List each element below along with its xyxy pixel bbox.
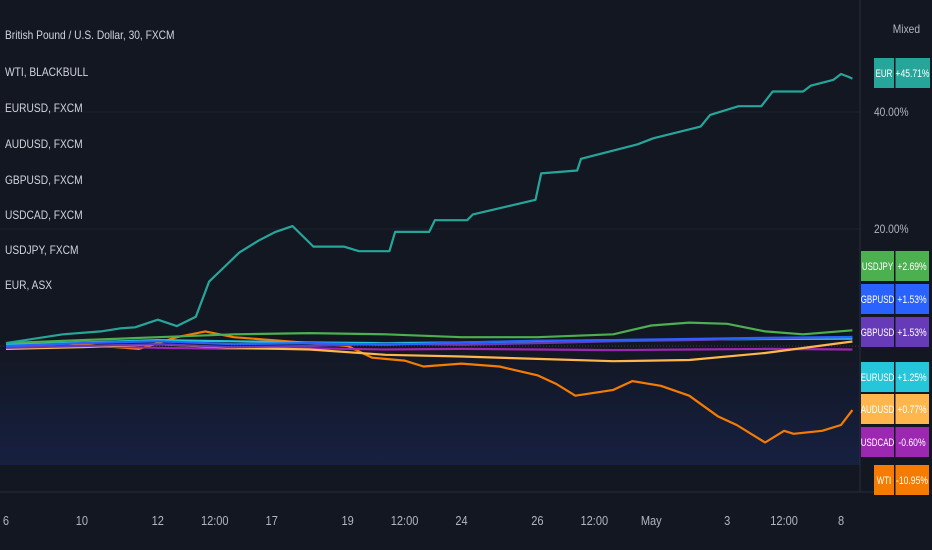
badge-value-label: +1.53% bbox=[897, 327, 927, 339]
x-tick-label-13: 8 bbox=[838, 513, 844, 528]
badge-tag-bg bbox=[861, 427, 894, 457]
x-tick-label-5: 19 bbox=[341, 513, 354, 528]
badge-value-bg bbox=[895, 58, 930, 88]
badge-value-bg bbox=[895, 394, 929, 424]
badge-audusd-5: AUDUSD +0.77% bbox=[861, 394, 929, 424]
badge-usdcad-6: USDCAD -0.60% bbox=[861, 427, 929, 457]
x-tick-label-4: 17 bbox=[266, 513, 279, 528]
x-tick-label-12: 12:00 bbox=[770, 513, 798, 528]
badge-eurusd-4: EURUSD +1.25% bbox=[861, 362, 929, 392]
badge-value-label: -0.60% bbox=[898, 437, 925, 449]
badge-usdjpy-1: USDJPY +2.69% bbox=[861, 251, 929, 281]
badge-value-label: +1.25% bbox=[897, 372, 927, 384]
badge-value-label: -10.95% bbox=[896, 475, 928, 487]
last-value-badges: EUR +45.71%USDJPY +2.69%GBPUSD +1.53%GBPUSD… bbox=[861, 58, 930, 495]
badge-gbpusd-2: GBPUSD +1.53% bbox=[861, 284, 929, 314]
badge-tag-label: EUR bbox=[876, 68, 893, 81]
badge-value-label: +1.53% bbox=[897, 294, 927, 306]
badge-tag-bg bbox=[861, 284, 894, 314]
badge-tag-bg bbox=[874, 465, 894, 495]
x-tick-label-1: 10 bbox=[76, 513, 89, 528]
y-tick-label-0: 40.00% bbox=[874, 106, 909, 119]
badge-tag-bg bbox=[861, 394, 894, 424]
series-line-gbpusd-2 bbox=[5, 335, 853, 348]
legend-entry-eurusd[interactable]: EURUSD, FXCM bbox=[5, 101, 83, 115]
badge-tag-label: GBPUSD bbox=[861, 327, 894, 340]
x-tick-label-6: 12:00 bbox=[391, 513, 419, 528]
badge-value-label: +45.71% bbox=[895, 68, 929, 80]
badge-value-bg bbox=[895, 362, 929, 392]
series-line-usdcad-6 bbox=[5, 344, 853, 352]
x-axis-ticks: 6 10 12 12:00 17 19 12:00 24 26 12:00 May 3 12:00 8 bbox=[3, 513, 844, 528]
badge-wti-7: WTI -10.95% bbox=[874, 465, 929, 495]
legend-entry-usdcad[interactable]: USDCAD, FXCM bbox=[5, 208, 83, 222]
badge-tag-label: GBPUSD bbox=[861, 294, 894, 307]
legend-entry-main[interactable]: British Pound / U.S. Dollar, 30, FXCM bbox=[5, 28, 175, 42]
x-tick-label-3: 12:00 bbox=[201, 513, 229, 528]
lower-pane-shade bbox=[0, 345, 860, 465]
legend-entry-usdjpy[interactable]: USDJPY, FXCM bbox=[5, 243, 79, 257]
legend-entry-wti[interactable]: WTI, BLACKBULL bbox=[5, 65, 89, 79]
y-tick-label-1: 20.00% bbox=[874, 223, 909, 236]
series-line-usdjpy-1 bbox=[5, 321, 853, 345]
x-tick-label-9: 12:00 bbox=[581, 513, 609, 528]
x-tick-label-0: 6 bbox=[3, 513, 9, 528]
series-line-eur-0 bbox=[5, 72, 853, 345]
badge-value-label: +0.77% bbox=[897, 404, 927, 416]
badge-tag-bg bbox=[861, 251, 894, 281]
badge-value-bg bbox=[895, 427, 929, 457]
badge-tag-label: AUDUSD bbox=[861, 404, 894, 417]
x-tick-label-8: 26 bbox=[531, 513, 544, 528]
badge-value-bg bbox=[895, 465, 929, 495]
badge-tag-bg bbox=[861, 317, 894, 347]
badge-gbpusd-3: GBPUSD +1.53% bbox=[861, 317, 929, 347]
badge-value-bg bbox=[895, 317, 929, 347]
badge-tag-label: USDCAD bbox=[861, 437, 894, 450]
legend-entry-audusd[interactable]: AUDUSD, FXCM bbox=[5, 137, 83, 151]
legend-entry-eur[interactable]: EUR, ASX bbox=[5, 278, 53, 292]
series-lines bbox=[5, 72, 854, 444]
series-line-wti-7 bbox=[5, 330, 854, 444]
scale-mode-label[interactable]: Mixed bbox=[892, 22, 920, 36]
badge-value-bg bbox=[895, 284, 929, 314]
badge-tag-label: USDJPY bbox=[862, 261, 894, 274]
x-tick-label-7: 24 bbox=[455, 513, 468, 528]
badge-tag-label: EURUSD bbox=[861, 372, 894, 385]
legend-entry-gbpusd[interactable]: GBPUSD, FXCM bbox=[5, 173, 83, 187]
badge-tag-bg bbox=[861, 362, 894, 392]
badge-value-label: +2.69% bbox=[897, 261, 927, 273]
x-tick-label-2: 12 bbox=[152, 513, 165, 528]
badge-tag-label: WTI bbox=[877, 475, 892, 488]
badge-value-bg bbox=[895, 251, 929, 281]
badge-tag-bg bbox=[874, 58, 894, 88]
y-axis-ticks: 40.00% 20.00% bbox=[874, 106, 909, 236]
x-tick-label-11: 3 bbox=[724, 513, 730, 528]
badge-eur-0: EUR +45.71% bbox=[874, 58, 930, 88]
x-tick-label-10: May bbox=[641, 513, 662, 528]
